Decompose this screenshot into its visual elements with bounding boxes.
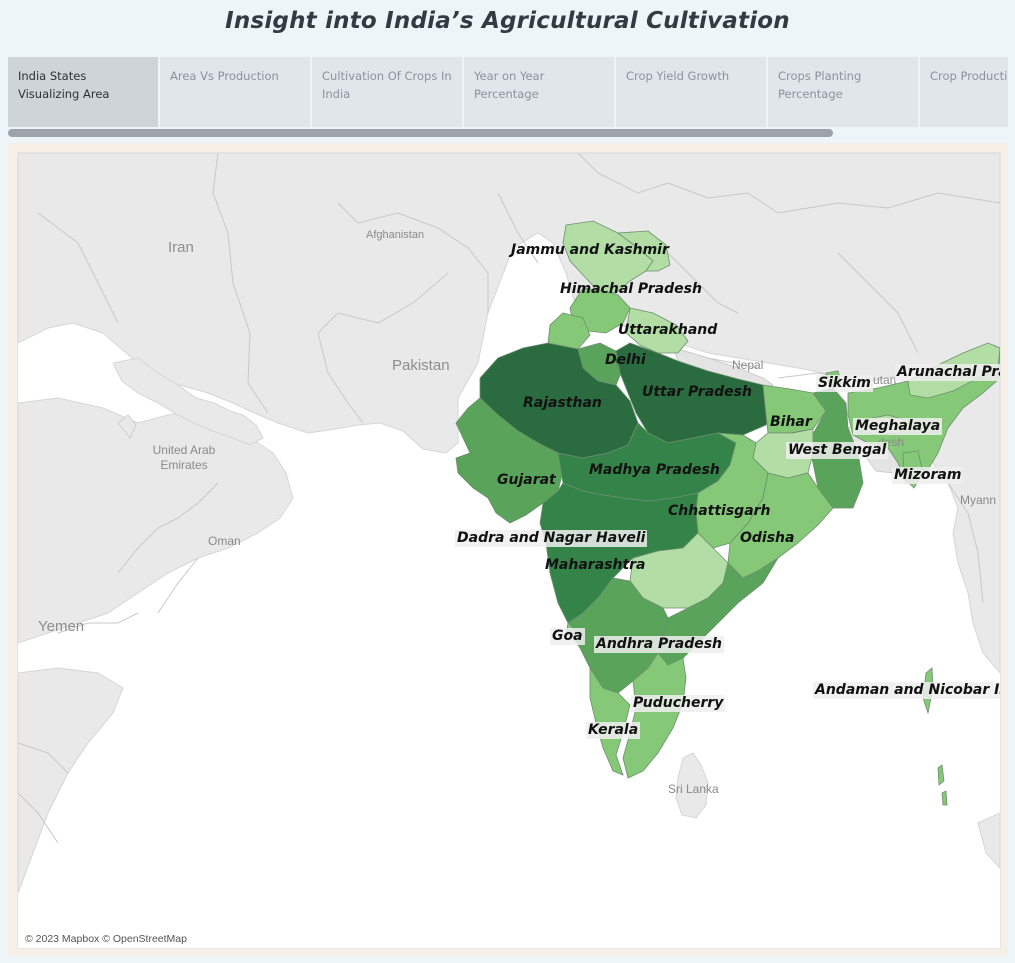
place-nepal: Nepal — [732, 358, 764, 372]
place-afghanistan: Afghanistan — [366, 229, 425, 241]
land-qatar-island — [117, 414, 137, 439]
state-tamil-nadu — [622, 652, 687, 779]
label-maharashtra: Maharashtra — [545, 557, 646, 573]
land-sri-lanka — [675, 752, 709, 819]
label-delhi: Delhi — [605, 352, 646, 368]
label-uttar-pradesh: Uttar Pradesh — [642, 384, 752, 400]
label-jammu-kashmir: Jammu and Kashmir — [511, 242, 669, 258]
state-ladakh-extension — [616, 230, 671, 272]
tab-india-states-visualizing-area[interactable]: India States Visualizing Area — [8, 57, 158, 127]
label-chhattisgarh: Chhattisgarh — [668, 503, 771, 519]
tab-bar: India States Visualizing Area Area Vs Pr… — [8, 57, 1008, 127]
label-sikkim: Sikkim — [816, 375, 873, 392]
dashboard-title: Insight into India’s Agricultural Cultiv… — [225, 8, 790, 34]
tab-scrollbar-thumb[interactable] — [8, 129, 833, 137]
place-uae: United Arab Emirates — [152, 443, 216, 472]
india-map[interactable]: Iran Afghanistan Pakistan Nepal United A… — [17, 152, 1001, 949]
place-bhutan: utan — [873, 373, 897, 387]
label-andhra-pradesh: Andhra Pradesh — [594, 636, 725, 653]
place-yemen: Yemen — [38, 618, 85, 635]
label-madhya-pradesh: Madhya Pradesh — [589, 462, 720, 478]
label-gujarat: Gujarat — [497, 472, 556, 488]
land-arabia — [18, 397, 294, 644]
label-mizoram: Mizoram — [892, 467, 964, 484]
state-uttar-pradesh — [615, 342, 777, 444]
label-dadra-nagar-haveli: Dadra and Nagar Haveli — [455, 530, 648, 547]
place-sri-lanka: Sri Lanka — [668, 782, 719, 796]
tab-area-vs-production[interactable]: Area Vs Production — [160, 57, 310, 127]
tab-crop-yield-growth[interactable]: Crop Yield Growth — [616, 57, 766, 127]
tab-crops-planting-percentage[interactable]: Crops Planting Percentage — [768, 57, 918, 127]
label-west-bengal: West Bengal — [786, 442, 889, 459]
land-indochina-south — [977, 812, 1000, 869]
label-himachal-pradesh: Himachal Pradesh — [560, 281, 702, 297]
place-pakistan: Pakistan — [392, 357, 450, 374]
tab-year-on-year-percentage[interactable]: Year on Year Percentage — [464, 57, 614, 127]
place-myanmar: Myann — [960, 493, 997, 507]
map-attribution[interactable]: © 2023 Mapbox © OpenStreetMap — [25, 933, 187, 945]
label-bihar: Bihar — [770, 414, 812, 430]
label-arunachal-pradesh: Arunachal Pra — [895, 364, 1000, 381]
place-oman: Oman — [208, 534, 241, 548]
state-kerala — [589, 666, 631, 776]
label-rajasthan: Rajasthan — [523, 395, 602, 411]
india-states — [455, 220, 1000, 806]
tab-crop-production[interactable]: Crop Production I... — [920, 57, 1008, 127]
tab-cultivation-of-crops[interactable]: Cultivation Of Crops In India — [312, 57, 462, 127]
land-africa — [18, 667, 124, 894]
label-andaman-nicobar: Andaman and Nicobar Isl — [813, 682, 1000, 699]
map-canvas — [18, 153, 1000, 894]
label-odisha: Odisha — [740, 530, 795, 546]
label-uttarakhand: Uttarakhand — [618, 322, 718, 338]
state-gujarat — [455, 397, 564, 524]
label-kerala: Kerala — [586, 722, 641, 739]
label-puducherry: Puducherry — [631, 695, 726, 712]
state-uttarakhand — [625, 307, 689, 354]
label-goa: Goa — [550, 628, 585, 645]
land-gulf-peninsula — [112, 357, 264, 446]
place-iran: Iran — [168, 239, 194, 256]
label-meghalaya: Meghalaya — [853, 418, 943, 435]
